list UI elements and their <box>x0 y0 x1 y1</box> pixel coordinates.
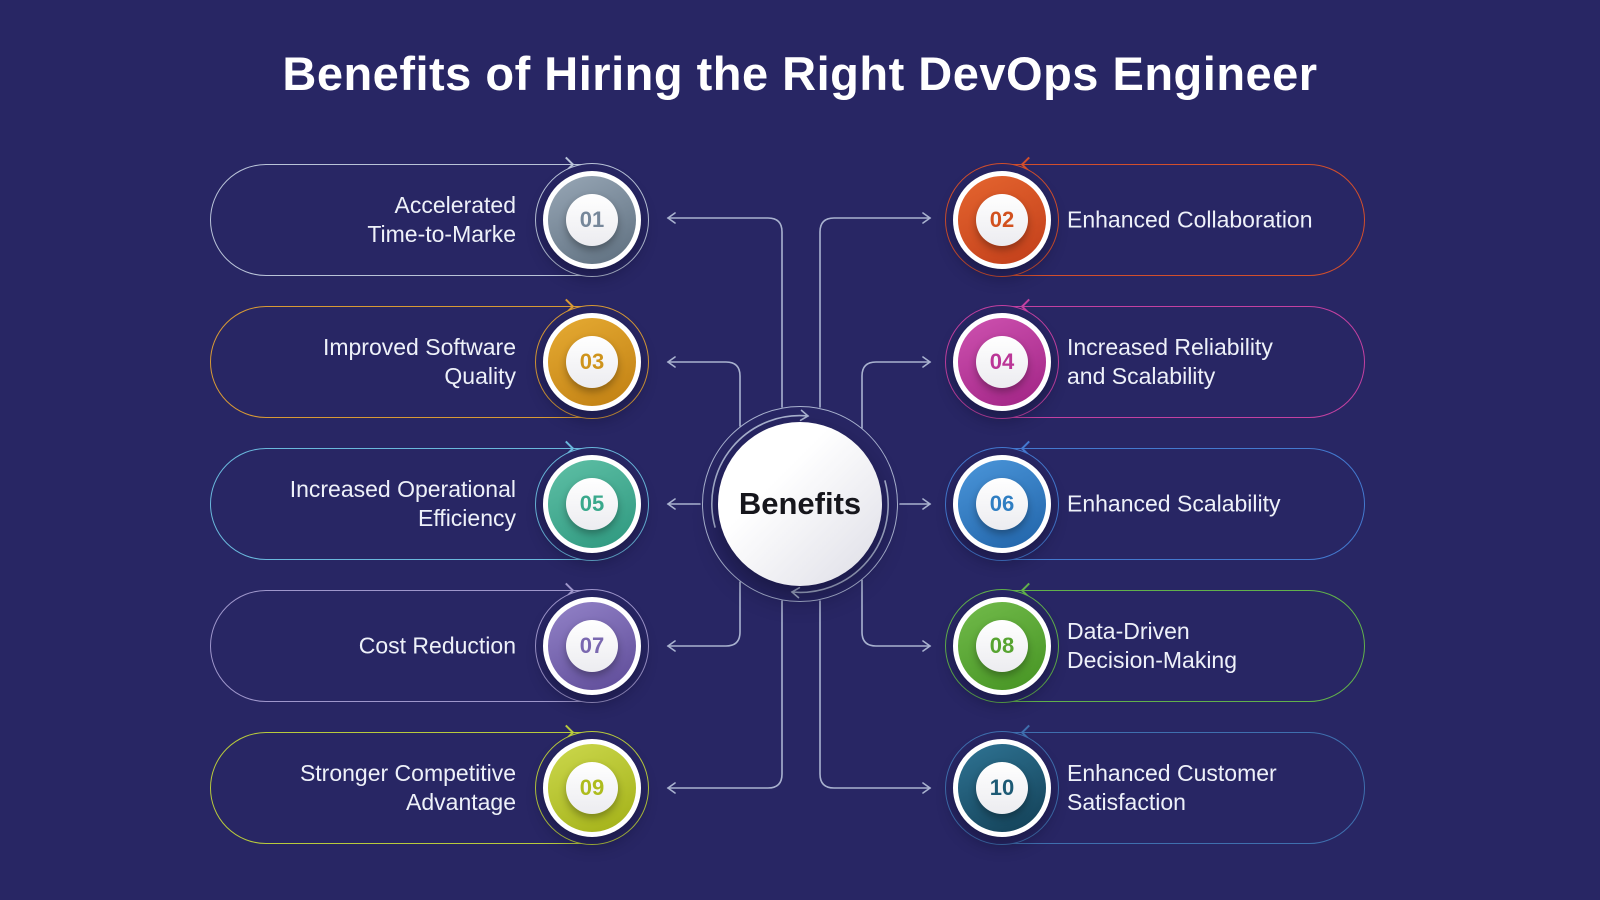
number-circle <box>953 739 1051 837</box>
center-ring <box>702 406 898 602</box>
benefit-label: Stronger Competitive Advantage <box>299 760 516 815</box>
benefit-label: Improved Software Quality <box>322 334 516 389</box>
benefit-label: Cost Reduction <box>358 632 516 659</box>
benefit-item-06: 06 Enhanced Scalability <box>945 440 1365 561</box>
item-number: 02 <box>989 207 1015 232</box>
number-badge: 01 <box>566 194 618 246</box>
number-circle <box>543 597 641 695</box>
number-badge: 02 <box>976 194 1028 246</box>
benefit-item-01: 01 Accelerated Time-to-Marke <box>210 156 649 277</box>
connector-01 <box>666 212 783 408</box>
benefit-label: Increased Operational Efficiency <box>289 476 516 531</box>
benefit-item-05: 05 Increased Operational Efficiency <box>210 440 649 561</box>
item-number: 08 <box>989 633 1015 658</box>
benefit-item-04: 04 Increased Reliability and Scalability <box>945 298 1365 419</box>
connector-02 <box>819 212 932 408</box>
number-badge: 08 <box>976 620 1028 672</box>
connector-09 <box>666 600 783 794</box>
number-circle <box>543 739 641 837</box>
number-badge: 06 <box>976 478 1028 530</box>
page-title: Benefits of Hiring the Right DevOps Engi… <box>282 47 1318 100</box>
number-badge: 04 <box>976 336 1028 388</box>
connector-08 <box>861 579 932 652</box>
benefit-label: Data-Driven Decision-Making <box>1067 618 1238 673</box>
benefit-item-10: 10 Enhanced Customer Satisfaction <box>945 724 1365 845</box>
connector-03 <box>666 356 741 427</box>
number-badge: 07 <box>566 620 618 672</box>
number-badge: 09 <box>566 762 618 814</box>
benefit-label: Enhanced Collaboration <box>1067 206 1313 233</box>
benefit-item-02: 02 Enhanced Collaboration <box>945 156 1365 277</box>
item-number: 01 <box>579 207 605 232</box>
item-number: 05 <box>579 491 605 516</box>
benefit-item-09: 09 Stronger Competitive Advantage <box>210 724 649 845</box>
number-badge: 03 <box>566 336 618 388</box>
item-number: 10 <box>989 775 1015 800</box>
number-badge: 10 <box>976 762 1028 814</box>
number-badge: 05 <box>566 478 618 530</box>
connector-10 <box>819 600 932 794</box>
center-label: Benefits <box>738 486 862 521</box>
center-node: Benefits <box>718 422 882 586</box>
benefit-label: Enhanced Customer Satisfaction <box>1067 760 1277 815</box>
item-number: 04 <box>989 349 1015 374</box>
item-number: 06 <box>989 491 1015 516</box>
benefit-item-07: 07 Cost Reduction <box>210 582 649 703</box>
benefit-item-03: 03 Improved Software Quality <box>210 298 649 419</box>
benefit-label: Accelerated Time-to-Marke <box>367 192 516 247</box>
connector-04 <box>861 356 932 429</box>
item-number: 03 <box>579 349 605 374</box>
item-number: 07 <box>579 633 605 658</box>
benefit-label: Increased Reliability and Scalability <box>1067 334 1273 389</box>
connector-07 <box>666 581 741 652</box>
benefit-label: Enhanced Scalability <box>1067 490 1281 517</box>
benefit-item-08: 08 Data-Driven Decision-Making <box>945 582 1365 703</box>
item-number: 09 <box>579 775 605 800</box>
